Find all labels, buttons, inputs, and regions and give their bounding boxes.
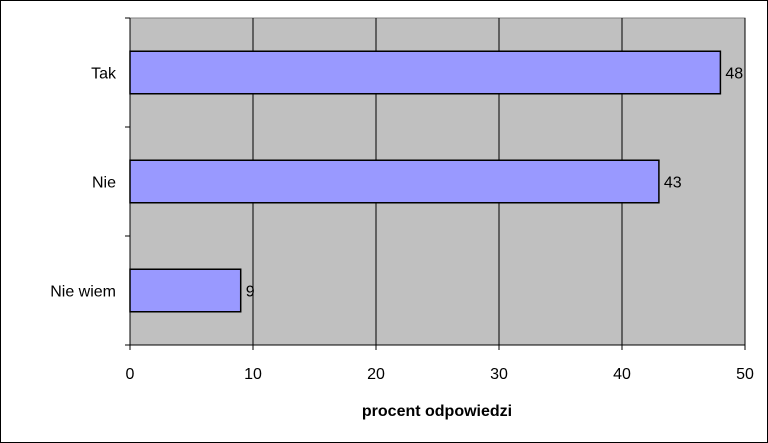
y-category-label-2: Nie wiem bbox=[50, 284, 116, 301]
y-category-label-0: Tak bbox=[91, 66, 117, 83]
x-tick-label-2: 20 bbox=[367, 366, 385, 383]
x-axis-title: procent odpowiedzi bbox=[362, 403, 512, 420]
x-tick-label-1: 10 bbox=[244, 366, 262, 383]
bar-nie-wiem bbox=[129, 268, 242, 313]
data-label-0: 48 bbox=[725, 66, 743, 83]
bar-nie bbox=[129, 159, 660, 204]
x-tick-label-0: 0 bbox=[126, 366, 135, 383]
label-layer: 0 10 20 30 40 50 Tak 48 Nie 43 Nie wiem 9 bbox=[50, 66, 754, 384]
x-tick-label-3: 30 bbox=[490, 366, 508, 383]
data-label-2: 9 bbox=[246, 284, 255, 301]
data-label-1: 43 bbox=[664, 175, 682, 192]
bar-tak bbox=[129, 50, 722, 95]
x-tick-label-4: 40 bbox=[613, 366, 631, 383]
y-category-label-1: Nie bbox=[92, 175, 116, 192]
bar-layer bbox=[129, 50, 722, 313]
x-tick-label-5: 50 bbox=[736, 366, 754, 383]
